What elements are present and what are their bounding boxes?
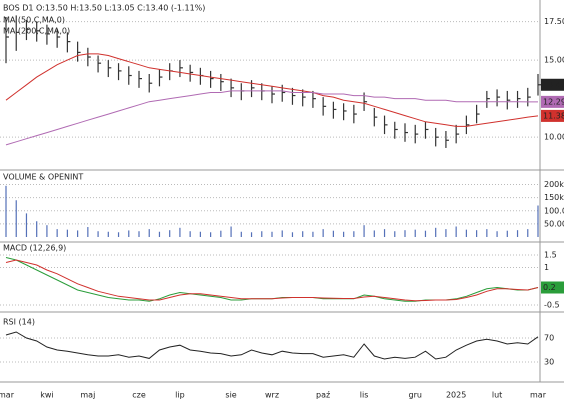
volume-bar: [240, 231, 242, 237]
panel-title: VOLUME & OPENINT: [3, 173, 83, 182]
y-tick-label: 150k: [544, 193, 564, 202]
volume-bar: [189, 231, 191, 237]
x-tick-label: kwi: [40, 391, 53, 400]
y-tick-label: 17.50: [544, 17, 564, 26]
volume-bar: [424, 230, 427, 237]
volume-bar: [281, 230, 283, 237]
volume-bar: [128, 230, 130, 237]
x-tick-label: paź: [316, 391, 330, 400]
x-tick-label: maj: [80, 391, 95, 400]
volume-bar: [486, 229, 488, 237]
volume-bar: [117, 232, 120, 237]
panel-title: RSI (14): [3, 318, 35, 327]
y-tick-label: 50.00k: [544, 219, 564, 228]
volume-bar: [250, 232, 253, 237]
value-box: [541, 281, 564, 294]
volume-bar: [537, 205, 539, 237]
volume-bar: [261, 231, 263, 237]
y-tick-label: 70: [544, 334, 554, 343]
volume-bar: [148, 229, 150, 237]
volume-bar: [496, 231, 498, 237]
volume-bar: [5, 185, 7, 237]
volume-bar: [271, 231, 273, 237]
x-tick-label: lut: [492, 391, 502, 400]
volume-bar: [77, 230, 79, 237]
volume-bar: [455, 226, 457, 237]
volume-bar: [179, 227, 181, 237]
x-tick-label: lip: [175, 391, 185, 400]
volume-bar: [97, 231, 99, 237]
volume-bar: [210, 232, 212, 237]
volume-bar: [383, 229, 386, 237]
volume-bar: [291, 232, 294, 237]
value-box: [541, 78, 564, 91]
value-box-label: 0.2: [543, 283, 556, 292]
volume-bar: [25, 213, 28, 237]
volume-bar: [476, 230, 478, 237]
x-tick-label: wrz: [265, 391, 279, 400]
x-tick-label: lis: [360, 391, 369, 400]
y-tick-label: 200k: [544, 180, 564, 189]
volume-bar: [506, 230, 508, 237]
volume-bar: [353, 231, 355, 237]
x-tick-label: mar: [0, 391, 15, 400]
x-tick-label: mar: [530, 391, 547, 400]
volume-bar: [322, 229, 324, 237]
volume-bar: [107, 231, 109, 237]
value-box-label: 13.40: [543, 80, 564, 89]
volume-bar: [36, 221, 38, 237]
volume-bar: [435, 227, 437, 237]
volume-bar: [527, 229, 529, 237]
volume-bar: [414, 229, 416, 237]
legend-label: MA (200,C,MA,0): [3, 27, 70, 36]
panel-title: BOS D1 O:13.50 H:13.50 L:13.05 C:13.40 (…: [3, 4, 205, 13]
volume-bar: [138, 231, 140, 237]
y-tick-label: 15.00: [544, 56, 564, 65]
x-tick-label: gru: [409, 391, 422, 400]
x-tick-label: sie: [225, 391, 236, 400]
volume-bar: [199, 231, 201, 237]
volume-bar: [15, 200, 17, 237]
volume-bar: [394, 231, 396, 237]
volume-bar: [465, 229, 467, 237]
y-tick-label: 30: [544, 358, 554, 367]
legend-label: MA (50,C,MA,0): [3, 16, 65, 25]
y-tick-label: 10.00: [544, 133, 564, 142]
volume-bar: [66, 229, 68, 237]
y-tick-label: 1.5: [544, 251, 557, 260]
panel-title: MACD (12,26,9): [3, 244, 66, 253]
y-tick-label: 1: [544, 263, 549, 272]
y-tick-label: -0.5: [544, 301, 560, 310]
volume-bar: [516, 230, 519, 237]
volume-bar: [373, 230, 375, 237]
volume-bar: [230, 226, 232, 237]
series-line: [5, 90, 538, 146]
volume-bar: [332, 230, 334, 237]
volume-bar: [169, 230, 171, 237]
volume-bar: [87, 227, 89, 237]
volume-bar: [343, 231, 345, 237]
volume-bar: [363, 225, 365, 237]
x-tick-label: 2025: [446, 391, 466, 400]
series-line: [5, 331, 539, 360]
value-box-label: 11.38: [543, 111, 564, 120]
volume-bar: [302, 231, 304, 237]
value-box: [541, 109, 564, 122]
volume-bar: [312, 231, 314, 237]
y-tick-label: 100.00k: [544, 206, 564, 215]
volume-bar: [220, 230, 222, 237]
value-box: [541, 95, 564, 108]
series-line: [5, 53, 539, 127]
volume-bar: [46, 225, 48, 237]
volume-bar: [404, 230, 406, 237]
volume-bar: [445, 229, 447, 237]
value-box-label: 12.29: [543, 97, 564, 106]
x-tick-label: cze: [132, 391, 146, 400]
series-line: [5, 259, 539, 302]
volume-bar: [158, 231, 161, 237]
volume-bar: [56, 229, 58, 237]
